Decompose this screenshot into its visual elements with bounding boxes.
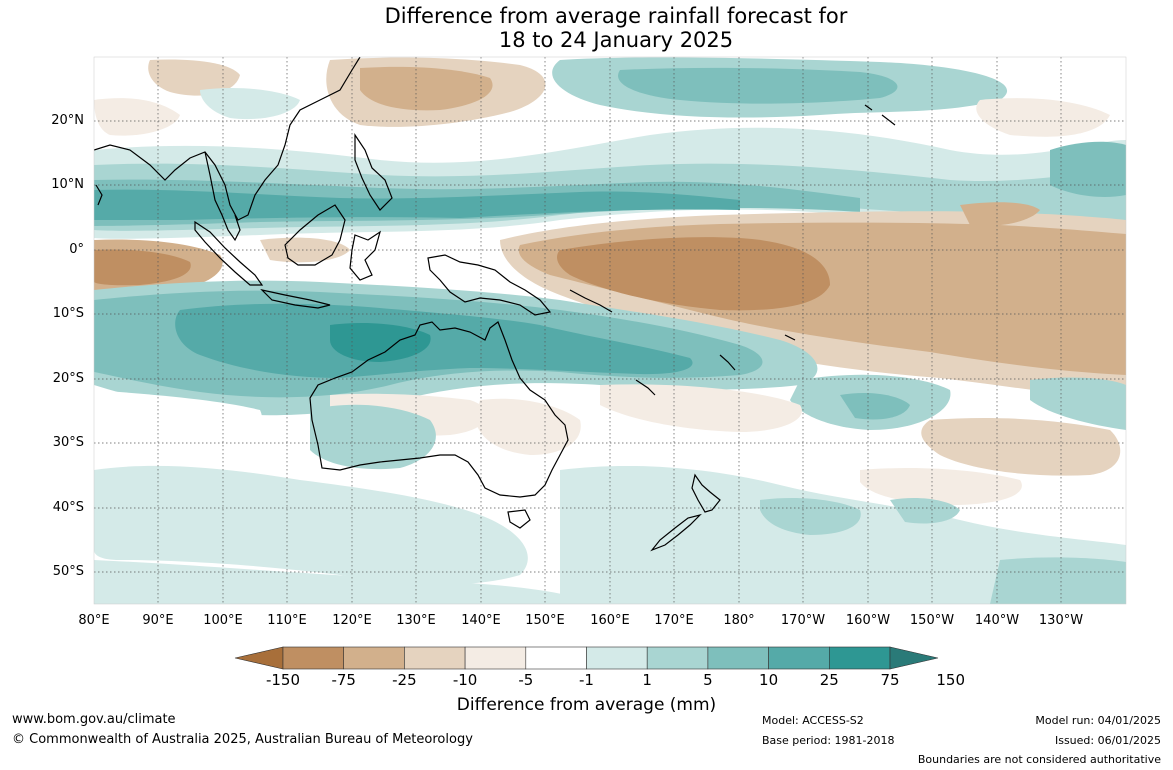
lon-label-110e: 110°E	[267, 613, 307, 628]
colorbar-tick-label: -10	[452, 671, 478, 689]
colorbar-tick-label: 75	[880, 671, 900, 689]
solomon-islands	[569, 289, 613, 313]
map-frame	[93, 56, 1127, 605]
lon-label-100e: 100°E	[203, 613, 243, 628]
lat-label-50s: 50°S	[52, 564, 84, 579]
colorbar-extend-high	[889, 646, 939, 670]
colorbar-segment	[343, 646, 405, 670]
asia-coast	[94, 57, 361, 221]
vanuatu-islands	[719, 354, 736, 371]
malay-peninsula-coast	[204, 151, 241, 242]
anomaly-field	[94, 57, 1126, 604]
model-run-date: Model run: 04/01/2025	[1035, 714, 1161, 727]
coastlines	[94, 57, 896, 552]
colorbar-tick-label: -5	[518, 671, 534, 689]
colorbar-segment	[282, 646, 345, 670]
tasmania-coast	[507, 509, 531, 529]
colorbar-tick-label: 10	[759, 671, 779, 689]
colorbar-tick-label: -25	[392, 671, 417, 689]
colorbar-tick-label: 25	[819, 671, 839, 689]
colorbar-segment	[464, 646, 527, 670]
graticule	[94, 57, 1126, 604]
colorbar-title: Difference from average (mm)	[456, 695, 717, 715]
lat-label-10n: 10°N	[51, 177, 84, 192]
lon-label-170e: 170°E	[654, 613, 694, 628]
colorbar-segment	[646, 646, 709, 670]
colorbar-segment	[404, 646, 466, 670]
lon-label-160w: 160°W	[845, 613, 891, 628]
lon-label-180: 180°	[723, 613, 755, 628]
lon-label-90e: 90°E	[142, 613, 174, 628]
colorbar-segment	[707, 646, 769, 670]
borneo-coast	[284, 204, 346, 266]
fiji-islands	[784, 334, 796, 341]
lon-label-130e: 130°E	[396, 613, 436, 628]
chart-title: Difference from average rainfall forecas…	[0, 4, 1173, 52]
boundaries-disclaimer: Boundaries are not considered authoritat…	[917, 753, 1161, 766]
new-guinea-coast	[427, 254, 552, 316]
lon-label-150e: 150°E	[525, 613, 565, 628]
issued-date: Issued: 06/01/2025	[1054, 734, 1161, 747]
lat-label-10s: 10°S	[52, 306, 84, 321]
lon-label-140e: 140°E	[461, 613, 501, 628]
new-caledonia	[635, 379, 656, 396]
colorbar-segment	[525, 646, 587, 670]
lat-label-20s: 20°S	[52, 371, 84, 386]
new-zealand-north	[691, 473, 721, 513]
lon-label-140w: 140°W	[974, 613, 1020, 628]
lon-label-130w: 130°W	[1038, 613, 1084, 628]
new-zealand-south	[650, 513, 702, 552]
lon-label-160e: 160°E	[590, 613, 630, 628]
java-coast	[260, 288, 331, 309]
colorbar-extend-low	[234, 646, 284, 670]
lat-label-30s: 30°S	[52, 435, 84, 450]
colorbar-tick-label: -1	[579, 671, 594, 689]
title-line-2: 18 to 24 January 2025	[498, 28, 734, 52]
philippines-coast	[354, 133, 393, 211]
hawaii-islands	[864, 104, 896, 126]
colorbar-tick-label: -75	[331, 671, 356, 689]
sumatra-coast	[194, 220, 264, 286]
model-name: Model: ACCESS-S2	[762, 714, 864, 727]
sulawesi-coast	[349, 230, 382, 281]
colorbar-tick-label: 5	[703, 671, 713, 689]
lon-label-150w: 150°W	[909, 613, 955, 628]
base-period: Base period: 1981-2018	[762, 734, 895, 747]
colorbar-segment	[828, 646, 891, 670]
colorbar-tick-label: -150	[265, 671, 301, 689]
australia-coast	[309, 321, 569, 498]
sri-lanka	[95, 184, 103, 206]
lat-label-20n: 20°N	[51, 113, 84, 128]
colorbar-tick-label: 150	[936, 671, 965, 689]
lon-label-120e: 120°E	[332, 613, 372, 628]
colorbar-tick-label: 1	[642, 671, 652, 689]
lon-label-170w: 170°W	[780, 613, 826, 628]
bom-url[interactable]: www.bom.gov.au/climate	[12, 712, 176, 727]
lat-label-40s: 40°S	[52, 500, 84, 515]
lon-label-80e: 80°E	[78, 613, 110, 628]
title-line-1: Difference from average rainfall forecas…	[384, 4, 848, 28]
copyright-notice: © Commonwealth of Australia 2025, Austra…	[12, 732, 473, 747]
colorbar-segment	[768, 646, 830, 670]
colorbar-segment	[586, 646, 648, 670]
lat-label-0: 0°	[69, 242, 84, 257]
